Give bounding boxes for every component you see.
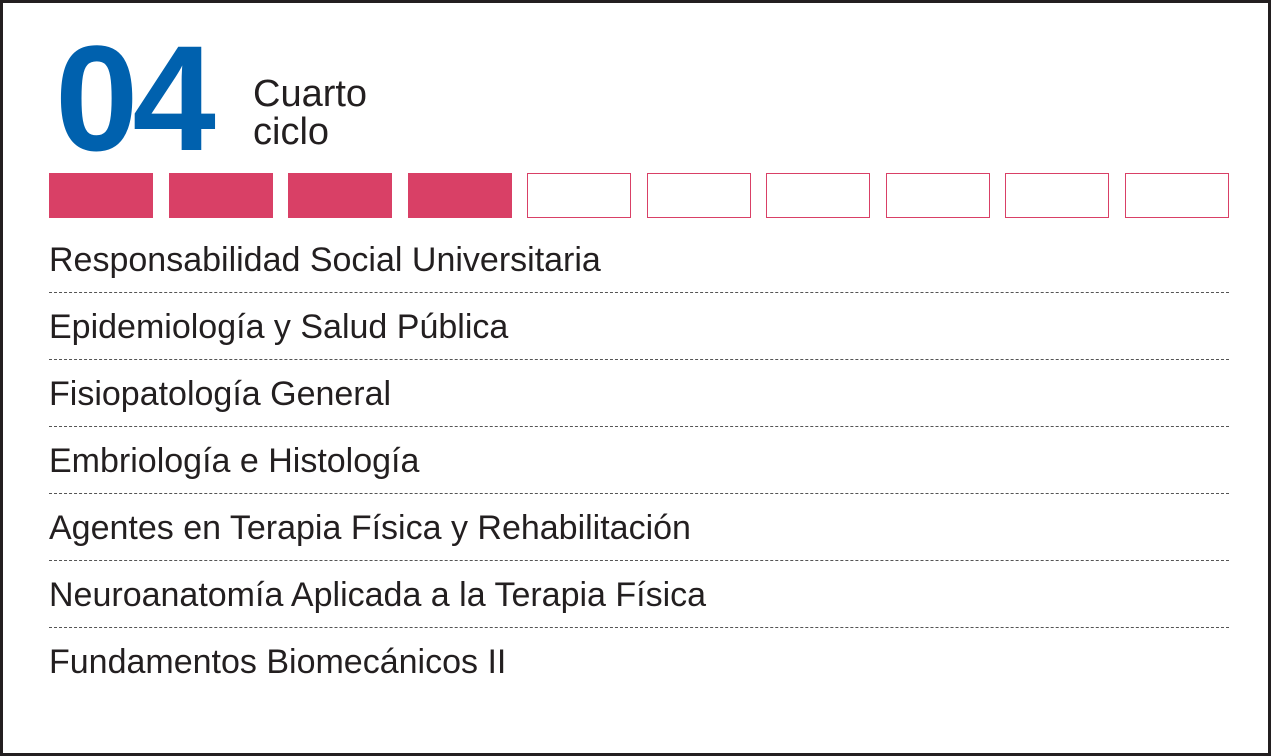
course-name: Fundamentos Biomecánicos II [49, 643, 507, 681]
course-item: Agentes en Terapia Física y Rehabilitaci… [49, 495, 1229, 562]
progress-segment-pending [646, 173, 751, 218]
cycle-progress-bar [49, 173, 1229, 218]
progress-segment-completed [168, 173, 273, 218]
course-name: Fisiopatología General [49, 375, 392, 413]
progress-segment-completed [407, 173, 512, 218]
course-list: Responsabilidad Social Universitaria Epid… [49, 227, 1229, 696]
progress-segment-completed [288, 173, 393, 218]
cycle-label-line1: Cuarto [253, 73, 368, 115]
cycle-number: 04 [55, 14, 216, 182]
progress-segment-completed [49, 173, 153, 218]
course-item: Neuroanatomía Aplicada a la Terapia Físi… [49, 562, 1229, 629]
course-divider [49, 560, 1229, 561]
cycle-label-line2: ciclo [253, 111, 330, 153]
progress-segment-pending [885, 173, 990, 218]
progress-segment-pending [1125, 173, 1229, 218]
course-item: Responsabilidad Social Universitaria [49, 227, 1229, 294]
course-name: Neuroanatomía Aplicada a la Terapia Físi… [49, 576, 707, 614]
progress-segment-pending [1005, 173, 1110, 218]
progress-segment-pending [527, 173, 632, 218]
course-name: Agentes en Terapia Física y Rehabilitaci… [49, 509, 691, 547]
progress-segment-pending [766, 173, 871, 218]
course-divider [49, 292, 1229, 293]
course-item: Fundamentos Biomecánicos II [49, 629, 1229, 696]
course-item: Embriología e Histología [49, 428, 1229, 495]
cycle-label: Cuarto ciclo [253, 75, 367, 151]
course-name: Embriología e Histología [49, 442, 420, 480]
course-divider [49, 627, 1229, 628]
course-item: Fisiopatología General [49, 361, 1229, 428]
course-divider [49, 359, 1229, 360]
course-name: Epidemiología y Salud Pública [49, 308, 509, 346]
course-item: Epidemiología y Salud Pública [49, 294, 1229, 361]
course-divider [49, 493, 1229, 494]
course-name: Responsabilidad Social Universitaria [49, 241, 601, 279]
course-divider [49, 426, 1229, 427]
